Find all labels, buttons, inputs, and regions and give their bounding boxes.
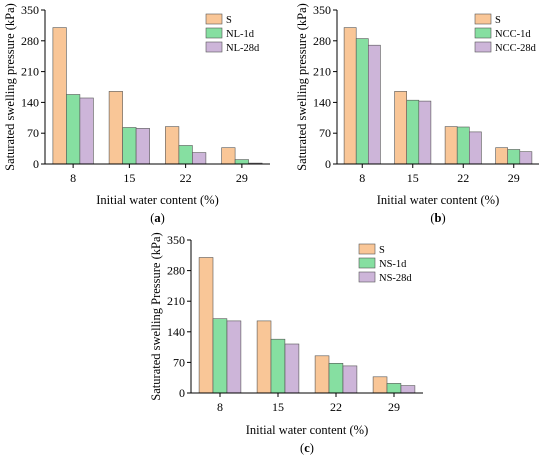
legend-label-NL-1d: NL-1d (226, 29, 255, 40)
bar-S-8 (343, 27, 357, 165)
x-axis-title: Initial water content (%) (246, 423, 369, 437)
y-tick-label: 0 (33, 157, 39, 171)
y-tick-label: 0 (325, 157, 331, 171)
x-tick-label: 8 (70, 171, 76, 185)
y-tick-label: 350 (167, 233, 185, 247)
legend-swatch-NCC-28d (474, 41, 492, 53)
legend-label-NS-28d: NS-28d (379, 273, 412, 284)
x-tick-label: 22 (457, 171, 469, 185)
y-tick-label: 70 (27, 126, 39, 140)
legend-swatch-NS-1d (358, 257, 376, 269)
bar-NS-1d-29 (386, 383, 402, 394)
bar-S-29 (221, 147, 236, 165)
bar-NL-28d-15 (135, 128, 150, 165)
legend-swatch-NL-28d (205, 41, 223, 53)
y-tick-label: 210 (21, 65, 39, 79)
y-tick-label: 140 (21, 95, 39, 109)
bar-NCC-1d-15 (406, 99, 420, 165)
y-tick-label: 0 (179, 386, 185, 400)
y-axis-title: Saturated swelling Pressure (kPa) (149, 232, 163, 400)
legend-label-S: S (226, 15, 232, 26)
y-tick-label: 280 (313, 34, 331, 48)
bar-S-15 (108, 91, 123, 165)
bar-NCC-1d-22 (456, 126, 470, 165)
x-tick-label: 22 (330, 400, 342, 414)
x-tick-label: 29 (388, 400, 400, 414)
legend-label-NCC-1d: NCC-1d (495, 29, 531, 40)
bar-NCC-28d-29 (519, 151, 533, 165)
legend-swatch-S (205, 13, 223, 25)
bar-NCC-28d-22 (468, 131, 482, 165)
legend-swatch-NCC-1d (474, 27, 492, 39)
y-tick-label: 280 (21, 34, 39, 48)
bar-NL-1d-15 (122, 127, 137, 165)
x-axis-title: Initial water content (%) (377, 193, 500, 207)
y-axis-title: Saturated swelling pressure (kPa) (3, 3, 17, 171)
x-tick-label: 15 (272, 400, 284, 414)
bar-NS-1d-22 (328, 362, 344, 394)
legend-label-NL-28d: NL-28d (226, 43, 260, 54)
chart-panel-1: 0 70 140 210 280 350 8 15 22 29 Initial water cont… (3, 3, 270, 225)
bar-S-22 (444, 126, 458, 165)
y-tick-label: 140 (167, 325, 185, 339)
bar-S-29 (495, 147, 509, 165)
bar-S-8 (52, 27, 67, 165)
panel-label: (c) (300, 441, 314, 455)
y-tick-label: 210 (313, 65, 331, 79)
x-axis-title: Initial water content (%) (96, 193, 219, 207)
legend-label-S: S (379, 245, 385, 256)
bar-NL-1d-29 (234, 159, 249, 165)
legend-swatch-NS-28d (358, 271, 376, 283)
x-tick-label: 15 (407, 171, 419, 185)
y-tick-label: 210 (167, 294, 185, 308)
y-tick-label: 350 (313, 3, 331, 17)
x-tick-label: 29 (236, 171, 248, 185)
bar-S-8 (198, 257, 214, 394)
bar-NL-28d-22 (192, 152, 207, 165)
legend-label-NCC-28d: NCC-28d (495, 43, 537, 54)
x-tick-label: 22 (180, 171, 192, 185)
legend: S NCC-1d NCC-28d (474, 13, 537, 54)
bar-NL-1d-8 (66, 94, 81, 165)
bar-NCC-28d-15 (418, 100, 432, 165)
legend: S NL-1d NL-28d (205, 13, 260, 54)
legend: S NS-1d NS-28d (358, 243, 412, 284)
y-tick-label: 280 (167, 264, 185, 278)
bar-NCC-1d-8 (355, 38, 369, 165)
x-tick-label: 8 (359, 171, 365, 185)
bar-NS-28d-8 (226, 320, 242, 394)
bar-S-22 (314, 355, 330, 394)
bar-NCC-28d-8 (367, 44, 381, 165)
bar-S-15 (394, 91, 408, 165)
legend-swatch-S (474, 13, 492, 25)
y-tick-label: 70 (173, 355, 185, 369)
y-axis-title: Saturated swelling pressure (kPa) (295, 3, 309, 171)
bar-NS-1d-8 (212, 318, 228, 394)
panel-label: (a) (150, 211, 165, 225)
legend-swatch-S (358, 243, 376, 255)
x-tick-label: 29 (508, 171, 520, 185)
bar-S-22 (165, 126, 180, 165)
chart-panel-2: 0 70 140 210 280 350 8 15 22 29 Initial water cont… (295, 3, 539, 225)
bar-NS-28d-29 (400, 385, 416, 394)
chart-panel-3: 0 70 140 210 280 350 8 15 22 29 Initial water cont… (149, 232, 423, 455)
bar-NL-1d-22 (178, 145, 193, 165)
x-tick-label: 15 (123, 171, 135, 185)
bar-NS-1d-15 (270, 338, 286, 394)
y-tick-label: 350 (21, 3, 39, 17)
bar-S-15 (256, 320, 272, 394)
bar-S-29 (372, 376, 388, 394)
legend-label-NS-1d: NS-1d (379, 259, 407, 270)
x-tick-label: 8 (217, 400, 223, 414)
y-tick-label: 140 (313, 95, 331, 109)
bar-NS-28d-22 (342, 365, 358, 394)
bar-NL-28d-8 (79, 97, 94, 165)
y-tick-label: 70 (319, 126, 331, 140)
panel-label: (b) (430, 211, 445, 225)
bar-NCC-1d-29 (507, 149, 521, 165)
bar-NS-28d-15 (284, 343, 300, 394)
legend-swatch-NL-1d (205, 27, 223, 39)
legend-label-S: S (495, 15, 501, 26)
